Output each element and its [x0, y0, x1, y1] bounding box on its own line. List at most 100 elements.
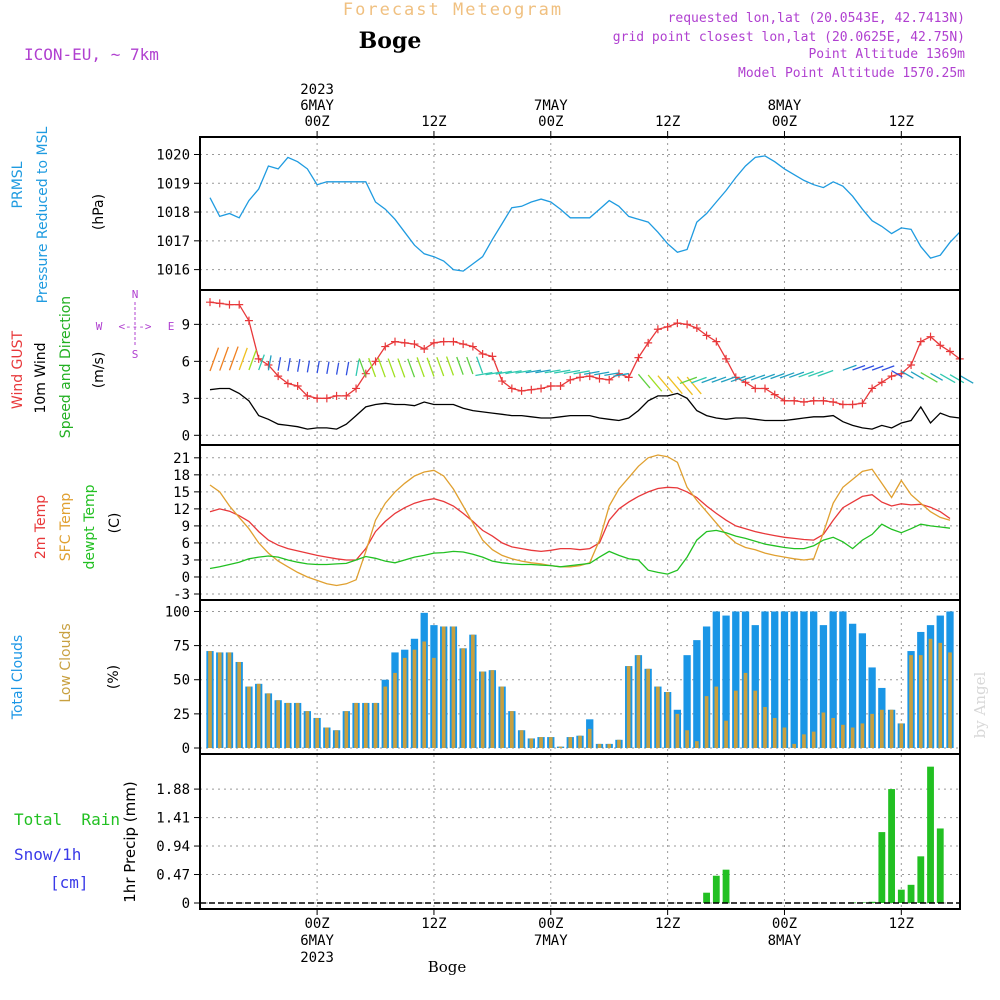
- wind-direction-arrow: [505, 370, 522, 375]
- wind-direction-arrow: [248, 349, 257, 371]
- low-cloud-bar: [607, 743, 612, 748]
- footer-station: Boge: [428, 958, 467, 976]
- low-cloud-bar: [938, 642, 943, 748]
- wind-direction-arrow: [730, 375, 746, 383]
- low-cloud-bar: [656, 686, 660, 748]
- wind-unit: (m/s): [91, 352, 107, 389]
- low-cloud-bar: [490, 670, 495, 748]
- total-cloud-bar: [848, 623, 857, 748]
- gust-marker: [459, 340, 468, 349]
- total-cloud-bar: [829, 611, 837, 748]
- low-cloud-bar: [558, 746, 563, 748]
- clouds-unit: (%): [106, 665, 122, 689]
- chart-title: Forecast Meteogram: [343, 0, 563, 20]
- total-cloud-bar: [780, 611, 789, 748]
- low-cloud-bar: [685, 730, 689, 748]
- pressure-label-long: Pressure Reduced to MSL: [35, 126, 51, 303]
- tsfc-label: SFC Temp: [58, 493, 74, 562]
- wind-direction-arrow: [535, 369, 551, 374]
- gust-marker: [537, 384, 546, 393]
- wind-direction-arrow: [779, 372, 795, 379]
- gust-marker: [595, 374, 604, 383]
- y-tick-label: 6: [182, 354, 190, 370]
- y-tick-label: 0: [182, 896, 190, 912]
- gust-marker: [400, 338, 409, 347]
- wind-direction-arrow: [287, 358, 291, 372]
- low-cloud-bar: [344, 711, 349, 748]
- wind-direction-arrow: [228, 346, 239, 371]
- snow-label: Snow/1h: [14, 845, 81, 864]
- low-cloud-bar: [695, 741, 699, 748]
- wind-direction-arrow: [613, 372, 629, 377]
- low-cloud-bar: [461, 648, 465, 748]
- y-tick-label: 1.88: [156, 782, 190, 798]
- total-cloud-bar: [771, 611, 779, 748]
- low-cloud-bar: [315, 717, 319, 748]
- gust-marker: [283, 379, 292, 388]
- low-clouds-label: Low Clouds: [58, 623, 74, 702]
- pressure-panel: 1016 1017 1018 1019 1020: [156, 148, 961, 279]
- low-cloud-bar: [393, 672, 397, 748]
- wind-direction-arrow: [544, 369, 561, 374]
- low-cloud-bar: [665, 692, 670, 748]
- gust-marker: [498, 377, 507, 386]
- low-cloud-bar: [587, 728, 592, 748]
- requested-coords: requested lon,lat (20.0543E, 42.7413N): [668, 11, 965, 26]
- wind-direction-arrow: [436, 356, 445, 377]
- low-cloud-bar: [383, 686, 388, 748]
- y-tick-label: 1017: [156, 234, 190, 250]
- gust-marker: [410, 340, 419, 349]
- wind-direction-arrow: [445, 356, 455, 376]
- low-cloud-bar: [334, 730, 339, 748]
- snow-unit: [cm]: [50, 873, 89, 892]
- gust-marker: [838, 400, 847, 409]
- wind-direction-arrow: [740, 375, 756, 382]
- total-cloud-bar: [722, 615, 730, 748]
- low-cloud-bar: [402, 657, 407, 748]
- low-cloud-bar: [948, 652, 952, 748]
- gust-line: [209, 301, 961, 406]
- gust-marker: [683, 320, 692, 329]
- gust-marker: [507, 384, 516, 393]
- total-rain-label: Total Rain: [14, 810, 120, 829]
- wind-direction-arrow: [808, 370, 824, 378]
- gust-marker: [254, 354, 263, 363]
- low-cloud-bar: [276, 700, 280, 748]
- wind-direction-arrow: [358, 358, 367, 377]
- wind-direction-arrow: [387, 358, 396, 378]
- wind-direction-arrow: [881, 365, 895, 371]
- gust-marker: [293, 381, 302, 390]
- wind-direction-arrow: [515, 369, 532, 374]
- rain-bar: [936, 828, 944, 903]
- bottom-time-label: 00Z: [772, 916, 797, 932]
- pressure-line: [209, 155, 961, 272]
- y-tick-label: 100: [165, 604, 190, 620]
- wind-direction-arrow: [306, 360, 311, 373]
- wind-direction-arrow: [495, 370, 512, 375]
- gust-marker: [692, 324, 701, 333]
- wind-direction-arrow: [891, 370, 903, 378]
- gust-marker: [556, 381, 565, 390]
- wind-direction-arrow: [594, 371, 610, 376]
- gust-marker: [829, 398, 838, 407]
- wind-speed-line: [209, 387, 960, 430]
- gust-marker: [663, 322, 672, 331]
- low-cloud-bar: [217, 652, 222, 748]
- low-cloud-bar: [325, 727, 329, 748]
- gust-marker: [770, 390, 779, 399]
- gust-marker: [225, 300, 234, 309]
- rain-bar: [927, 766, 934, 903]
- total-cloud-bar: [712, 611, 720, 748]
- y-tick-label: 1.41: [156, 811, 190, 827]
- gust-marker: [634, 353, 643, 362]
- y-tick-label: 6: [182, 536, 190, 552]
- bottom-time-label: 6MAY: [300, 933, 334, 949]
- top-time-label: 12Z: [421, 114, 446, 130]
- y-tick-label: 0.94: [156, 839, 190, 855]
- low-cloud-bar: [510, 711, 514, 748]
- total-cloud-bar: [732, 611, 740, 748]
- temp-2m-line: [209, 486, 951, 561]
- wind-direction-arrow: [900, 370, 914, 379]
- rain-bar: [868, 901, 876, 903]
